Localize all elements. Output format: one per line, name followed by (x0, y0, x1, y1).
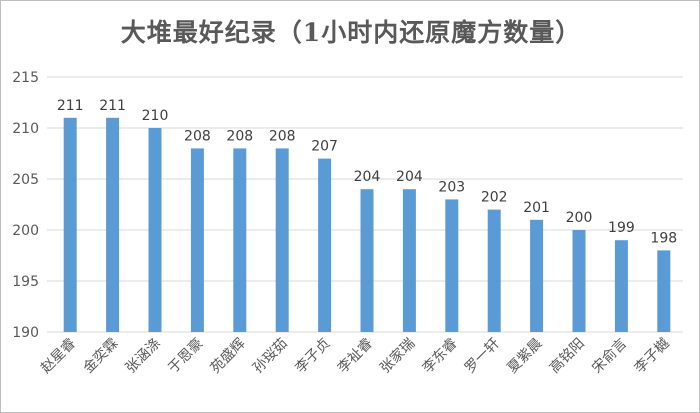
category-label: 张家瑞 (377, 335, 419, 377)
y-tick-label: 195 (12, 274, 39, 290)
bar (190, 148, 204, 332)
data-label: 200 (566, 210, 593, 226)
bar (530, 219, 544, 332)
data-label: 199 (608, 220, 635, 236)
data-label: 204 (396, 169, 423, 185)
data-label: 204 (354, 169, 381, 185)
data-label: 208 (269, 128, 296, 144)
bar (572, 230, 586, 332)
y-tick-label: 215 (12, 70, 39, 86)
bar (63, 117, 77, 332)
y-tick-label: 210 (12, 121, 39, 137)
category-label: 苑盛辉 (208, 336, 249, 377)
bar (148, 128, 162, 332)
category-label: 张涵涤 (123, 336, 164, 377)
bar (487, 209, 501, 332)
data-label: 203 (438, 179, 465, 195)
data-label: 202 (481, 190, 508, 206)
data-label: 201 (523, 200, 550, 216)
data-label: 211 (99, 98, 126, 114)
y-tick-label: 200 (12, 223, 39, 239)
data-label: 210 (142, 108, 169, 124)
data-label: 208 (184, 128, 211, 144)
category-label: 李东睿 (420, 336, 461, 377)
bar (318, 158, 332, 332)
category-label: 于恩豪 (165, 336, 206, 377)
bar (614, 240, 628, 332)
category-label: 金奕霖 (80, 336, 121, 377)
bar (233, 148, 247, 332)
category-label: 孙珱茹 (249, 335, 291, 377)
bar (275, 148, 289, 332)
category-label: 夏紫晨 (504, 336, 545, 377)
bar (445, 199, 459, 332)
category-label: 赵星睿 (38, 336, 79, 377)
data-label: 211 (57, 98, 84, 114)
chart-title: 大堆最好纪录（1小时内还原魔方数量） (120, 18, 582, 47)
category-label: 高铭阳 (546, 335, 588, 377)
bar (360, 189, 374, 332)
bar (106, 117, 120, 332)
data-label: 208 (226, 128, 253, 144)
y-tick-label: 205 (12, 172, 39, 188)
category-label: 李子贞 (292, 335, 334, 377)
category-label: 宋俞言 (589, 335, 631, 377)
y-tick-label: 190 (12, 325, 39, 341)
bar (402, 189, 416, 332)
data-label: 207 (311, 139, 338, 155)
category-label: 李祉睿 (335, 336, 376, 377)
data-label: 198 (650, 230, 677, 246)
category-label: 李子樾 (631, 335, 673, 377)
category-label: 罗一轩 (462, 336, 503, 377)
bar (657, 250, 671, 332)
